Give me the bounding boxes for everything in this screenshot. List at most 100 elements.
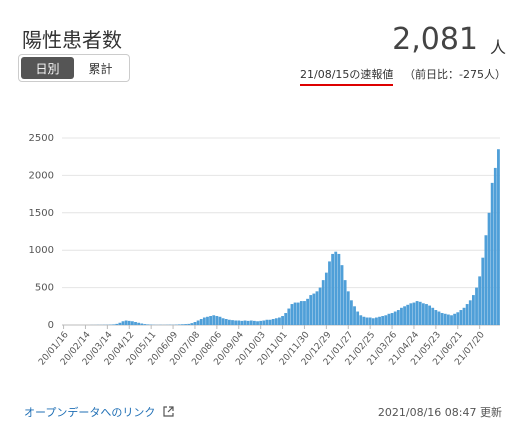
bar xyxy=(331,253,335,325)
bar xyxy=(487,212,491,325)
tab[interactable]: 日別 xyxy=(21,57,74,79)
bar xyxy=(118,322,122,325)
bar xyxy=(446,314,450,325)
bar xyxy=(393,311,397,325)
bar xyxy=(202,317,206,325)
big-value: 2,081 xyxy=(392,22,478,57)
bar xyxy=(334,251,338,325)
bar xyxy=(193,322,197,325)
bar xyxy=(356,311,360,325)
bar xyxy=(475,287,478,325)
bar xyxy=(265,319,269,325)
bar xyxy=(346,291,350,325)
bar xyxy=(406,304,410,325)
bar xyxy=(246,320,250,325)
bar xyxy=(390,313,394,325)
bar xyxy=(459,310,463,325)
bar xyxy=(450,315,453,325)
bar xyxy=(196,320,200,325)
bar xyxy=(262,320,266,325)
bar xyxy=(140,323,144,325)
bar xyxy=(237,320,241,325)
bar xyxy=(471,295,475,325)
bar xyxy=(218,316,222,325)
bar xyxy=(362,316,366,325)
bar xyxy=(484,235,488,325)
bar xyxy=(425,304,428,325)
bar xyxy=(315,291,319,325)
bar xyxy=(243,320,247,325)
bar xyxy=(318,287,322,325)
bar xyxy=(309,295,313,325)
bar xyxy=(343,280,347,325)
bar xyxy=(409,303,413,325)
bar xyxy=(349,300,353,325)
y-tick-label: 500 xyxy=(35,283,54,294)
y-tick-label: 1500 xyxy=(29,208,54,219)
bar xyxy=(278,317,281,325)
bar xyxy=(177,324,181,325)
date-note: 21/08/15の速報値 xyxy=(300,66,394,86)
bar xyxy=(303,301,306,325)
y-tick-label: 2500 xyxy=(29,133,54,144)
bar xyxy=(231,320,234,325)
bar xyxy=(378,316,381,325)
link-text[interactable]: オープンデータへのリンク xyxy=(24,406,156,419)
tab[interactable]: 累計 xyxy=(88,61,113,76)
diff-note: （前日比：-275人） xyxy=(404,68,506,81)
title: 陽性患者数 xyxy=(22,28,122,52)
bar xyxy=(497,149,500,325)
bar xyxy=(234,320,238,325)
bar xyxy=(209,316,213,325)
bar xyxy=(290,304,294,325)
bar xyxy=(465,304,469,325)
bar xyxy=(284,313,288,325)
bar xyxy=(249,320,253,325)
bar xyxy=(440,313,444,325)
bar xyxy=(124,320,128,325)
open-data-link[interactable]: オープンデータへのリンク xyxy=(24,404,174,420)
bar xyxy=(321,280,325,325)
bar xyxy=(412,302,416,325)
bar xyxy=(187,323,191,325)
bar xyxy=(456,312,460,325)
bar xyxy=(137,322,141,325)
bar xyxy=(287,308,291,325)
bar xyxy=(490,182,494,325)
bar xyxy=(468,300,472,325)
bar xyxy=(268,319,272,325)
bar xyxy=(293,302,297,325)
bar xyxy=(184,324,187,325)
bar xyxy=(206,316,209,325)
bar xyxy=(387,313,391,325)
bar xyxy=(453,313,457,325)
bar xyxy=(428,305,432,325)
bar xyxy=(215,316,219,325)
bar xyxy=(418,301,422,325)
bar xyxy=(143,324,147,325)
bar xyxy=(403,306,406,325)
bar xyxy=(340,265,344,325)
bar xyxy=(493,167,497,325)
bar xyxy=(462,307,466,325)
bar xyxy=(306,298,310,325)
chart: 0500100015002000250020/01/1620/02/1420/0… xyxy=(29,133,500,368)
bar xyxy=(256,321,259,325)
bar xyxy=(252,320,256,325)
bar xyxy=(337,253,341,325)
bar xyxy=(199,319,203,325)
bar xyxy=(434,310,438,325)
bar xyxy=(368,317,372,325)
bar xyxy=(400,307,403,325)
bar xyxy=(274,318,278,325)
bar xyxy=(190,323,194,325)
tabs: 日別 累計 xyxy=(18,54,130,82)
bar xyxy=(365,317,369,325)
bar xyxy=(384,315,388,325)
y-tick-label: 0 xyxy=(48,320,54,331)
bar xyxy=(415,301,419,325)
bar xyxy=(127,320,131,325)
bar xyxy=(115,323,119,325)
bar xyxy=(221,318,225,325)
